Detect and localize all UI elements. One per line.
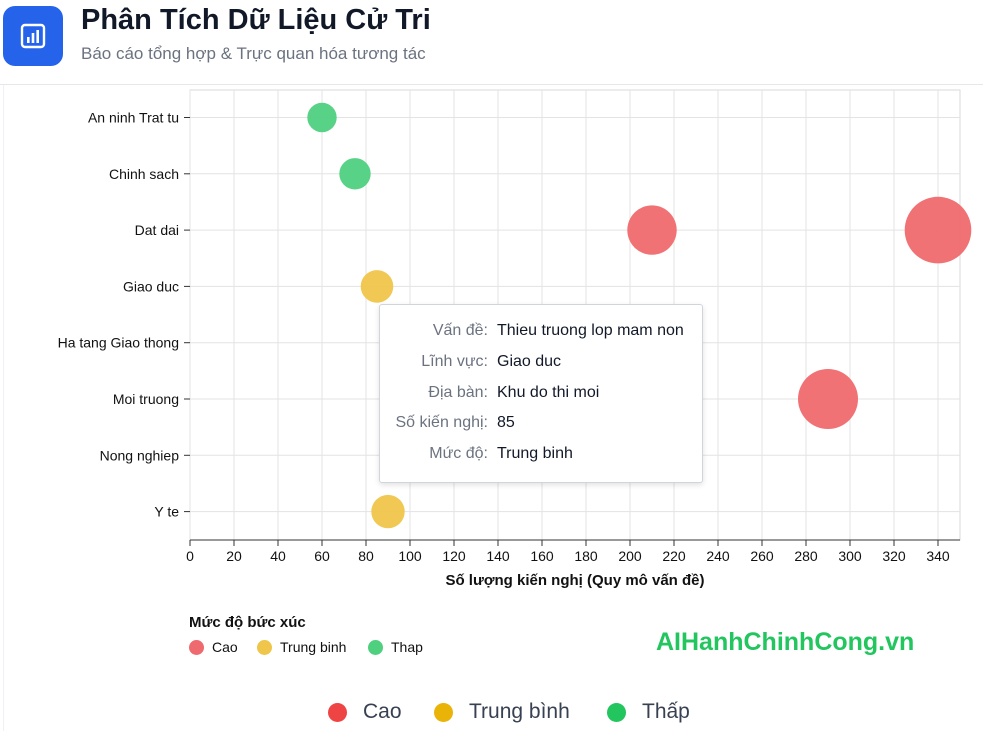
tooltip-row-count: Số kiến nghị: 85 bbox=[380, 414, 702, 438]
x-tick-label: 60 bbox=[314, 548, 330, 564]
x-tick-label: 340 bbox=[926, 548, 950, 564]
x-tick-label: 200 bbox=[618, 548, 642, 564]
bottom-legend-cao[interactable]: Cao bbox=[328, 698, 402, 726]
x-tick-label: 220 bbox=[662, 548, 686, 564]
x-tick-label: 240 bbox=[706, 548, 730, 564]
tooltip-row-location: Địa bàn: Khu do thi moi bbox=[380, 384, 702, 408]
tooltip-value: Giao duc bbox=[497, 353, 562, 370]
x-tick-label: 80 bbox=[358, 548, 374, 564]
x-tick-label: 320 bbox=[882, 548, 906, 564]
x-axis-label: Số lượng kiến nghị (Quy mô vấn đề) bbox=[445, 572, 704, 589]
page-title: Phân Tích Dữ Liệu Cử Tri bbox=[81, 4, 431, 36]
bottom-legend-thap[interactable]: Thấp bbox=[607, 698, 690, 726]
x-tick-label: 280 bbox=[794, 548, 818, 564]
y-tick-label: Chinh sach bbox=[109, 166, 179, 182]
x-tick-label: 0 bbox=[186, 548, 194, 564]
bottom-legend-label: Thấp bbox=[642, 700, 690, 723]
bar-chart-icon bbox=[3, 6, 63, 66]
tooltip-key: Vấn đề: bbox=[432, 322, 488, 339]
bottom-legend-label: Trung bình bbox=[469, 700, 570, 723]
x-tick-label: 160 bbox=[530, 548, 554, 564]
x-tick-label: 300 bbox=[838, 548, 862, 564]
bubble-point[interactable] bbox=[798, 369, 858, 429]
bubble-point[interactable] bbox=[371, 494, 405, 529]
x-tick-label: 260 bbox=[750, 548, 774, 564]
legend-swatch bbox=[189, 639, 204, 655]
status-dot bbox=[434, 702, 453, 722]
bottom-legend-trung-binh[interactable]: Trung bình bbox=[434, 698, 570, 726]
tooltip-key: Lĩnh vực: bbox=[421, 353, 488, 370]
panel-border bbox=[3, 85, 4, 731]
bubble-point[interactable] bbox=[307, 102, 337, 133]
x-tick-label: 180 bbox=[574, 548, 598, 564]
bubble-point[interactable] bbox=[627, 205, 677, 255]
y-tick-label: Dat dai bbox=[135, 222, 179, 238]
tooltip-row-field: Lĩnh vực: Giao duc bbox=[380, 353, 702, 377]
y-tick-label: An ninh Trat tu bbox=[88, 110, 179, 126]
bottom-legend-label: Cao bbox=[363, 700, 402, 723]
tooltip-value: Trung binh bbox=[497, 445, 573, 462]
tooltip-value: Thieu truong lop mam non bbox=[497, 322, 684, 339]
tooltip-key: Địa bàn: bbox=[428, 384, 488, 401]
legend-label: Thap bbox=[391, 639, 423, 655]
tooltip-value: 85 bbox=[497, 414, 515, 431]
legend-item-cao[interactable]: Cao bbox=[189, 638, 238, 656]
app-header: Phân Tích Dữ Liệu Cử Tri Báo cáo tổng hợ… bbox=[0, 0, 983, 85]
chart-tooltip: Vấn đề: Thieu truong lop mam non Lĩnh vự… bbox=[379, 304, 703, 483]
legend-title: Mức độ bức xúc bbox=[189, 614, 306, 631]
y-tick-label: Moi truong bbox=[113, 391, 179, 407]
y-tick-label: Y te bbox=[154, 504, 179, 520]
x-tick-label: 20 bbox=[226, 548, 242, 564]
watermark: AIHanhChinhCong.vn bbox=[656, 628, 915, 656]
status-dot bbox=[607, 702, 626, 722]
legend-item-trung-binh[interactable]: Trung binh bbox=[257, 638, 346, 656]
y-tick-label: Ha tang Giao thong bbox=[58, 335, 179, 351]
x-tick-label: 40 bbox=[270, 548, 286, 564]
legend-swatch bbox=[368, 639, 383, 655]
page-subtitle: Báo cáo tổng hợp & Trực quan hóa tương t… bbox=[81, 44, 426, 63]
y-tick-label: Nong nghiep bbox=[100, 447, 180, 463]
x-tick-label: 100 bbox=[398, 548, 422, 564]
legend-label: Trung binh bbox=[280, 639, 347, 655]
tooltip-key: Số kiến nghị: bbox=[395, 414, 488, 431]
legend-swatch bbox=[257, 639, 272, 655]
tooltip-row-severity: Mức độ: Trung binh bbox=[380, 445, 702, 469]
x-tick-label: 120 bbox=[442, 548, 466, 564]
legend-item-thap[interactable]: Thap bbox=[368, 638, 423, 656]
y-tick-label: Giao duc bbox=[123, 278, 179, 294]
bubble-point[interactable] bbox=[360, 270, 394, 303]
legend-label: Cao bbox=[212, 639, 238, 655]
bubble-point[interactable] bbox=[339, 158, 371, 190]
tooltip-key: Mức độ: bbox=[429, 445, 488, 462]
tooltip-value: Khu do thi moi bbox=[497, 384, 600, 401]
status-dot bbox=[328, 702, 347, 722]
x-tick-label: 140 bbox=[486, 548, 510, 564]
tooltip-row-issue: Vấn đề: Thieu truong lop mam non bbox=[380, 322, 702, 346]
bubble-point[interactable] bbox=[904, 196, 972, 264]
